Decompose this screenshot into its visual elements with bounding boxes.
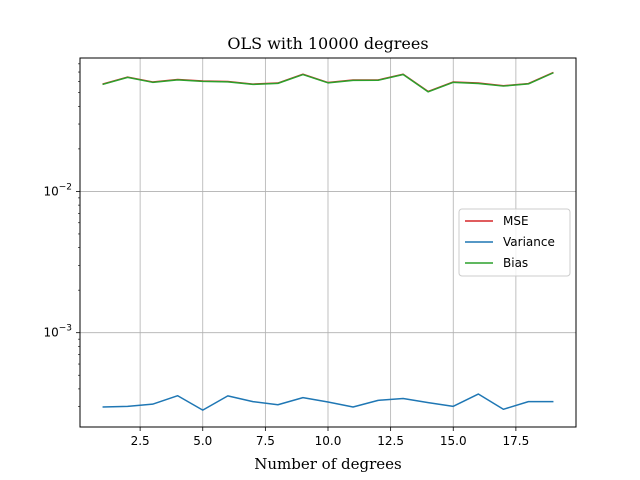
x-tick-label: 7.5 — [256, 434, 275, 448]
y-tick-label: 10−2 — [43, 182, 72, 198]
legend-label-variance: Variance — [503, 235, 555, 249]
series-line-bias — [102, 72, 554, 93]
legend-box — [458, 208, 571, 277]
series-lines — [102, 71, 554, 411]
legend-label-bias: Bias — [503, 256, 528, 270]
series-line-variance — [102, 393, 554, 411]
x-tick-label: 5.0 — [193, 434, 212, 448]
grid-lines — [80, 58, 576, 427]
legend: MSE Variance Bias — [458, 208, 571, 277]
x-tick-label: 12.5 — [377, 434, 404, 448]
x-tick-label: 10.0 — [315, 434, 342, 448]
axis-ticks: 2.5 5.0 7.5 10.0 12.5 15.0 17.5 10−3 10−2 — [43, 63, 530, 448]
x-tick-label: 2.5 — [131, 434, 150, 448]
x-axis-label: Number of degrees — [254, 455, 401, 473]
y-tick-label: 10−3 — [43, 324, 72, 340]
legend-label-mse: MSE — [503, 214, 529, 228]
x-tick-label: 15.0 — [440, 434, 467, 448]
chart-title: OLS with 10000 degrees — [227, 34, 428, 53]
x-tick-label: 17.5 — [503, 434, 530, 448]
